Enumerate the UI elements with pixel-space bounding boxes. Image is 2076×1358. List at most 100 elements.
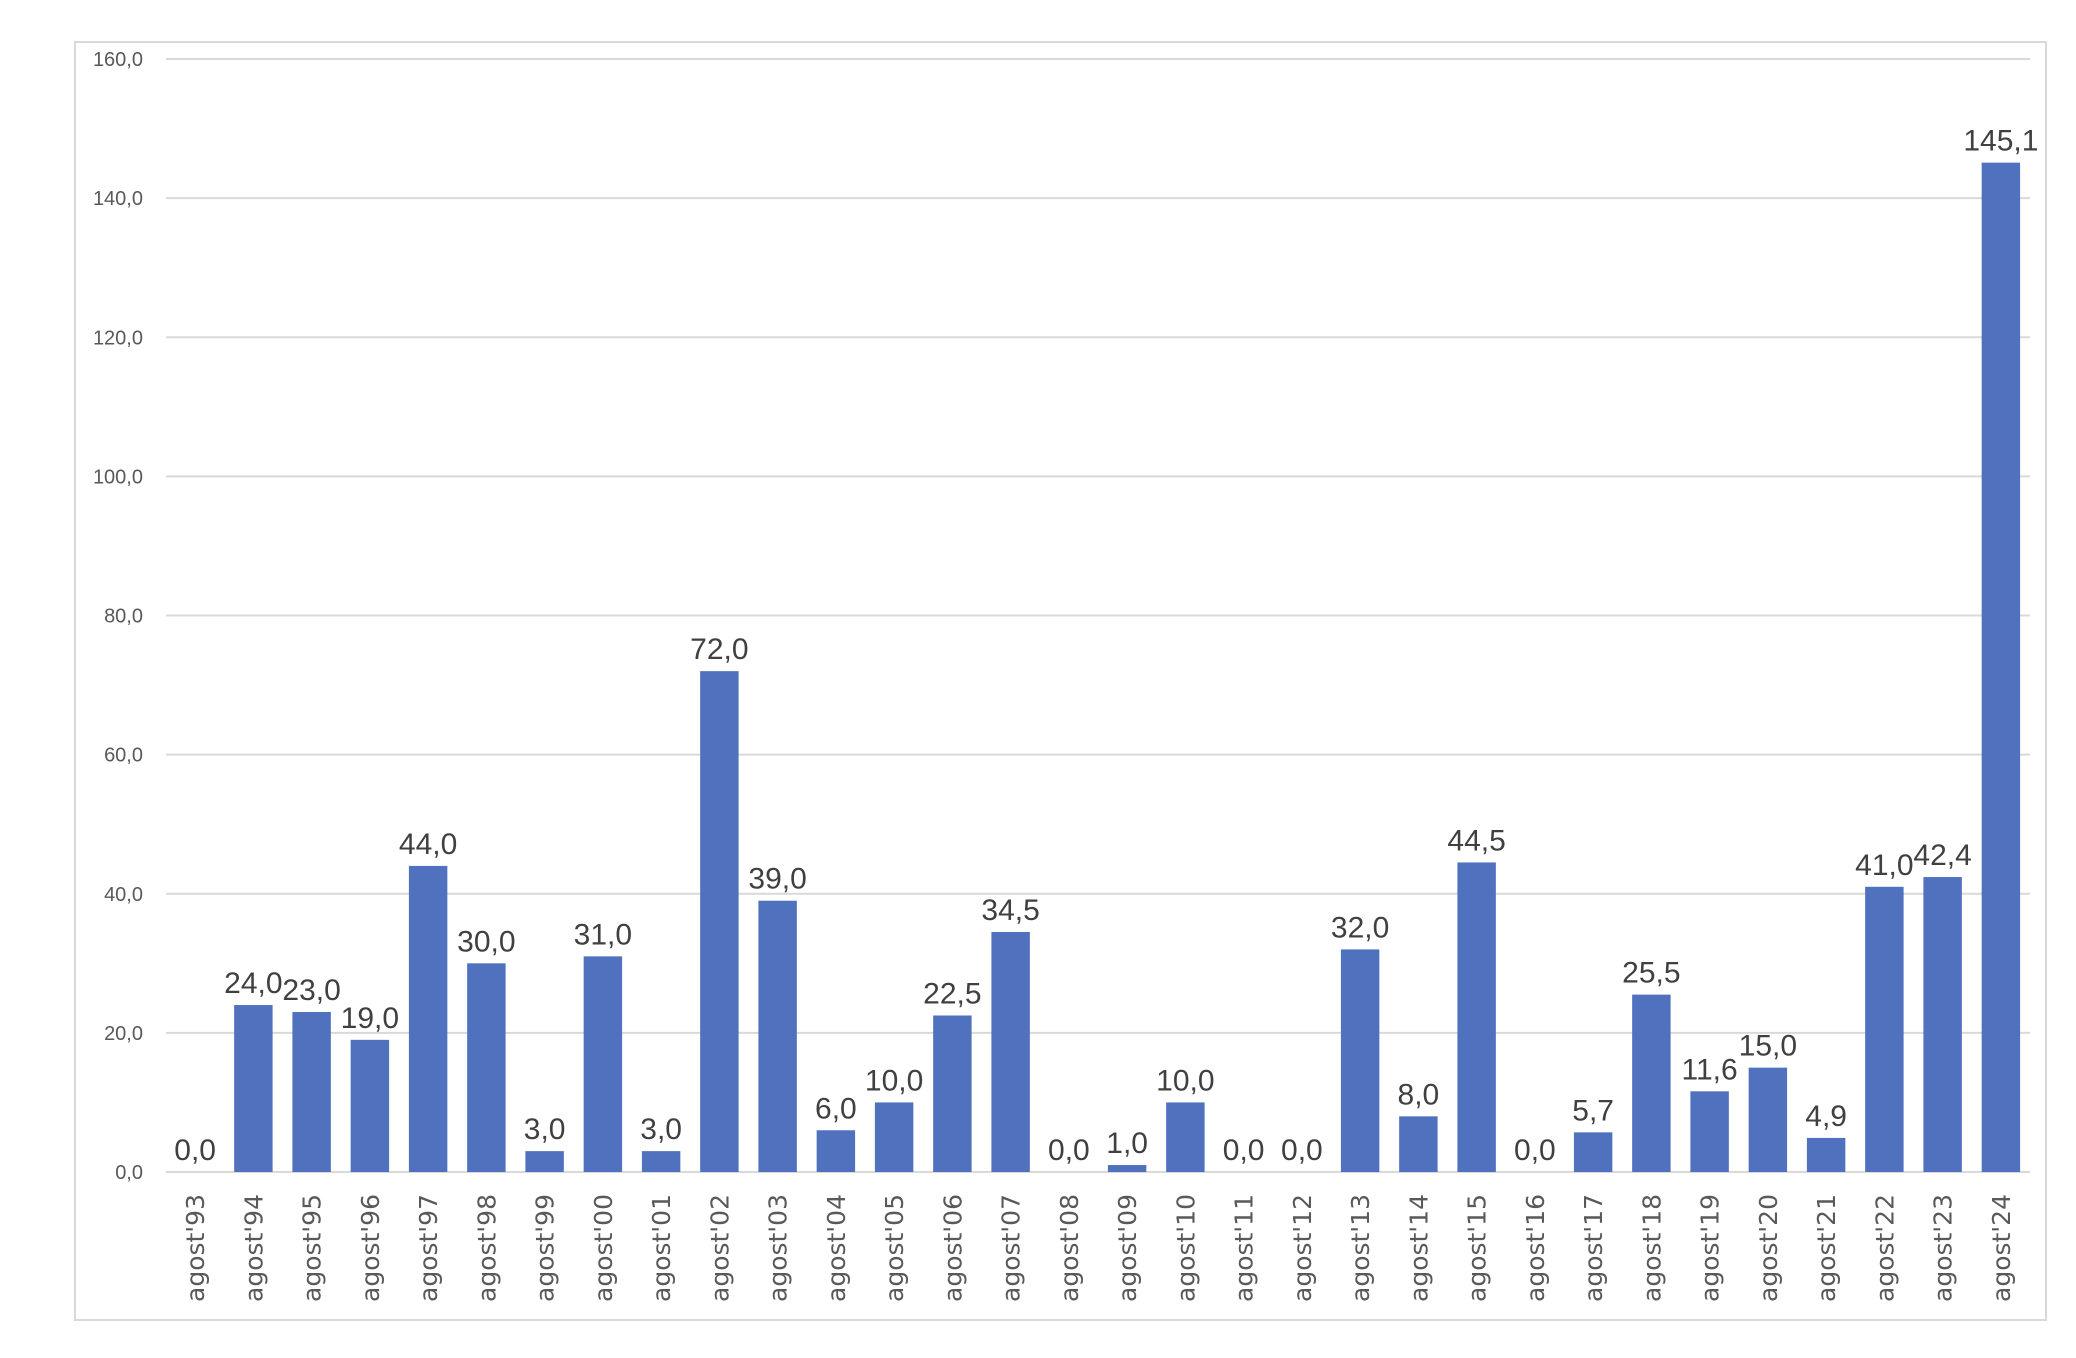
bar (583, 956, 623, 1172)
data-label: 72,0 (690, 633, 748, 666)
x-tick-label: agost'09 (1113, 1194, 1142, 1302)
bar (350, 1039, 390, 1172)
x-tick-label: agost'21 (1812, 1194, 1841, 1302)
bar (1166, 1102, 1205, 1172)
bar (1457, 862, 1496, 1172)
x-tick-label: agost'16 (1521, 1194, 1550, 1302)
data-label: 0,0 (1048, 1134, 1090, 1167)
x-tick-label: agost'15 (1463, 1194, 1492, 1302)
bar (700, 671, 739, 1172)
bar (292, 1012, 331, 1172)
y-tick-label: 40,0 (104, 884, 143, 906)
x-tick-label: agost'93 (181, 1194, 210, 1302)
data-label: 1,0 (1106, 1127, 1148, 1160)
data-label: 10,0 (865, 1064, 923, 1097)
bar (1573, 1132, 1613, 1172)
x-tick-label: agost'10 (1171, 1194, 1200, 1302)
bar (1923, 877, 1962, 1172)
x-tick-label: agost'02 (705, 1194, 734, 1302)
data-label: 6,0 (815, 1092, 857, 1125)
x-tick-label: agost'04 (822, 1194, 851, 1302)
bar (874, 1102, 914, 1172)
bar (1748, 1067, 1788, 1172)
x-tick-label: agost'97 (414, 1194, 443, 1302)
y-tick-label: 60,0 (104, 745, 143, 767)
x-tick-label: agost'05 (880, 1194, 909, 1302)
bar (525, 1151, 564, 1172)
bar (1399, 1116, 1438, 1172)
data-label: 25,5 (1622, 957, 1680, 990)
bar (1340, 949, 1380, 1172)
data-label: 39,0 (748, 863, 806, 896)
x-tick-label: agost'98 (472, 1194, 501, 1302)
data-label: 0,0 (174, 1134, 216, 1167)
data-label: 24,0 (224, 967, 282, 1000)
data-label: 10,0 (1156, 1064, 1214, 1097)
bar (408, 865, 448, 1172)
y-tick-label: 0,0 (115, 1162, 143, 1184)
x-tick-label: agost'24 (1987, 1194, 2016, 1302)
data-label: 23,0 (282, 974, 340, 1007)
x-tick-label: agost'08 (1055, 1194, 1084, 1302)
bar (991, 932, 1030, 1172)
bar (1107, 1165, 1147, 1172)
bar (467, 963, 506, 1172)
data-label: 8,0 (1398, 1078, 1440, 1111)
data-label: 22,5 (923, 977, 981, 1010)
data-label: 11,6 (1682, 1053, 1738, 1086)
bar (234, 1005, 273, 1172)
x-tick-label: agost'00 (589, 1194, 618, 1302)
x-tick-label: agost'18 (1637, 1194, 1666, 1302)
bar (641, 1151, 681, 1172)
x-tick-label: agost'99 (531, 1194, 560, 1302)
y-tick-label: 140,0 (93, 188, 143, 210)
bar (933, 1015, 972, 1172)
y-tick-label: 160,0 (93, 49, 143, 71)
data-label: 0,0 (1223, 1134, 1265, 1167)
x-tick-label: agost'06 (938, 1194, 967, 1302)
data-label: 30,0 (457, 925, 515, 958)
data-label: 3,0 (640, 1113, 682, 1146)
data-label: 3,0 (524, 1113, 566, 1146)
bar (816, 1130, 856, 1172)
x-tick-label: agost'96 (356, 1194, 385, 1302)
data-label: 44,5 (1447, 824, 1505, 857)
bar (1865, 886, 1904, 1172)
x-tick-label: agost'03 (764, 1194, 793, 1302)
bar (758, 900, 797, 1172)
x-tick-label: agost'07 (997, 1194, 1026, 1302)
bar (1690, 1091, 1729, 1172)
data-label: 0,0 (1514, 1134, 1556, 1167)
data-label: 5,7 (1572, 1094, 1614, 1127)
bar (1632, 994, 1671, 1172)
data-label: 42,4 (1913, 839, 1971, 872)
data-label: 145,1 (1963, 125, 2038, 158)
data-label: 19,0 (341, 1002, 399, 1035)
x-tick-label: agost'14 (1404, 1194, 1433, 1302)
x-tick-label: agost'95 (298, 1194, 327, 1302)
y-tick-label: 20,0 (104, 1023, 143, 1045)
data-label: 4,9 (1805, 1100, 1847, 1133)
x-tick-label: agost'13 (1346, 1194, 1375, 1302)
data-label: 31,0 (574, 918, 632, 951)
x-tick-label: agost'17 (1579, 1194, 1608, 1302)
data-label: 41,0 (1855, 849, 1913, 882)
x-tick-label: agost'19 (1696, 1194, 1725, 1302)
y-tick-label: 120,0 (93, 327, 143, 349)
data-label: 0,0 (1281, 1134, 1323, 1167)
x-tick-label: agost'94 (239, 1194, 268, 1302)
x-tick-label: agost'23 (1929, 1194, 1958, 1302)
x-tick-label: agost'20 (1754, 1194, 1783, 1302)
x-tick-label: agost'11 (1230, 1194, 1259, 1302)
data-label: 44,0 (399, 828, 457, 861)
data-label: 15,0 (1739, 1030, 1797, 1063)
x-tick-label: agost'12 (1288, 1194, 1317, 1302)
bar (1981, 162, 2021, 1172)
data-label: 32,0 (1331, 911, 1389, 944)
bar (1806, 1137, 1846, 1172)
data-label: 34,5 (981, 894, 1039, 927)
y-tick-label: 80,0 (104, 606, 143, 628)
y-tick-label: 100,0 (93, 466, 143, 488)
x-tick-label: agost'22 (1870, 1194, 1899, 1302)
